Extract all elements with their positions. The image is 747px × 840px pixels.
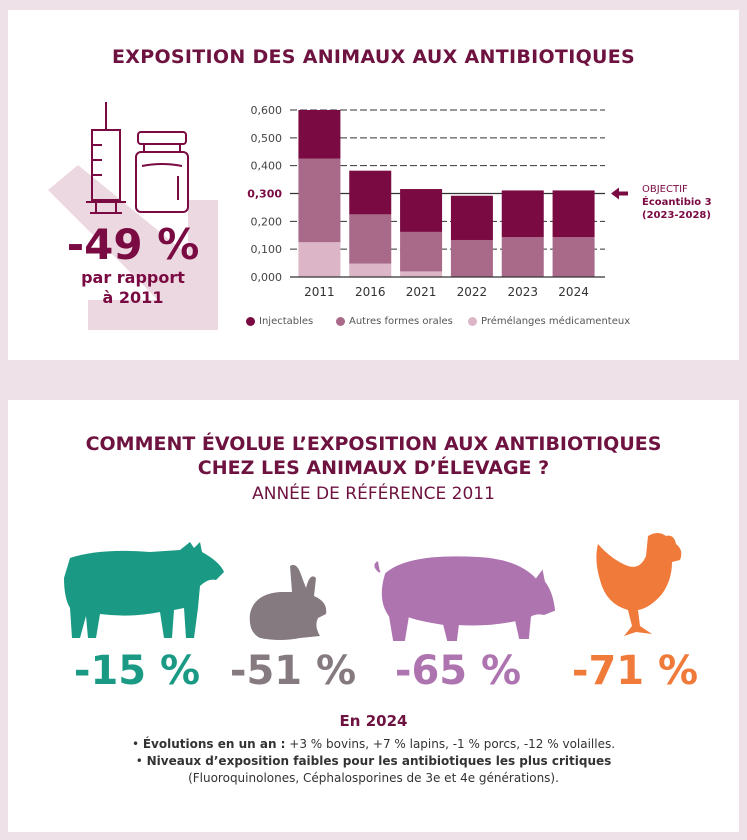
headline-value: -49 % [66,220,200,269]
cow-percentage: -15 % [73,648,201,694]
bullet-note: (Fluoroquinolones, Céphalosporines de 3e… [188,771,559,785]
bar-segment [450,239,493,277]
bullet-item: • Évolutions en un an : +3 % bovins, +7 … [131,737,616,751]
y-tick-label: 0,500 [251,132,283,145]
bar-segment [501,237,544,277]
x-tick-label: 2016 [355,285,386,299]
objective-line: OBJECTIF [642,184,688,195]
headline-caption: par rapport à 2011 [48,268,218,308]
decrease-arrow-graphic [48,102,218,330]
exposure-card: EXPOSITION DES ANIMAUX AUX ANTIBIOTIQUES… [8,10,739,360]
bullet-bold: Évolutions en un an : [142,737,286,751]
x-tick-label: 2024 [558,285,589,299]
rabbit-icon [249,564,327,640]
bar-segment [400,189,443,232]
bar-segment [349,214,392,264]
section-title: COMMENT ÉVOLUE L’EXPOSITION AUX ANTIBIOT… [8,432,739,480]
x-tick-label: 2021 [406,285,437,299]
y-tick-label: 0,300 [247,188,282,201]
stacked-bar-chart: 0,000 0,100 0,200 0,300 0,400 0,500 0,600 2011 2… [247,104,628,299]
pig-icon [374,556,556,641]
title-line: CHEZ LES ANIMAUX D’ÉLEVAGE ? [197,457,550,479]
x-tick-label: 2023 [507,285,538,299]
section-title: EXPOSITION DES ANIMAUX AUX ANTIBIOTIQUES [111,46,636,68]
bullet-bold: Niveaux d’exposition faibles pour les an… [146,754,612,768]
bullet-list: • Évolutions en un an : +3 % bovins, +7 … [8,736,739,787]
cow-icon [64,542,224,638]
legend-label: Prémélanges médicamenteux [481,316,631,327]
chicken-icon [596,533,682,636]
legend-item: Prémélanges médicamenteux [468,316,630,327]
pig-percentage: -65 % [394,648,522,694]
bullet-item: • Niveaux d’exposition faibles pour les … [135,754,612,768]
section-subtitle: ANNÉE DE RÉFÉRENCE 2011 [252,484,495,504]
bar-segment [400,271,443,277]
objective-line: (2023-2028) [642,210,711,221]
y-tick-label: 0,100 [251,243,283,256]
y-tick-label: 0,200 [251,215,283,228]
year-heading: En 2024 [339,712,408,730]
y-tick-label: 0,000 [251,271,283,284]
legend-item: Injectables [246,316,313,327]
x-tick-label: 2011 [304,285,335,299]
bar-segment [501,190,544,238]
y-tick-label: 0,400 [251,160,283,173]
chicken-percentage: -71 % [571,648,699,694]
bar-segment [298,110,341,159]
caption-line: à 2011 [102,288,164,307]
objective-arrow-icon [611,187,628,200]
syringe-icon [86,102,126,214]
bar-segment [552,237,595,277]
bar-segment [349,170,392,215]
bullet-text: +3 % bovins, +7 % lapins, -1 % porcs, -1… [285,737,616,751]
bar-segment [298,158,341,243]
bar-segment [298,242,341,277]
bar-segment [400,231,443,272]
legend-swatch [468,317,477,326]
bar-segment [349,263,392,277]
rabbit-percentage: -51 % [229,648,357,694]
objective-label: OBJECTIF Écoantibio 3 (2023-2028) [642,183,712,222]
x-tick-label: 2022 [457,285,488,299]
animals-card: COMMENT ÉVOLUE L’EXPOSITION AUX ANTIBIOT… [8,400,739,832]
caption-line: par rapport [81,268,185,287]
vial-icon [135,131,189,213]
legend-label: Autres formes orales [349,316,453,327]
title-line: COMMENT ÉVOLUE L’EXPOSITION AUX ANTIBIOT… [85,433,662,455]
y-tick-label: 0,600 [251,104,283,117]
legend-item: Autres formes orales [336,316,453,327]
bar-segment [552,190,595,238]
legend-label: Injectables [259,316,314,327]
legend-swatch [246,317,255,326]
legend-swatch [336,317,345,326]
bar-segment [450,195,493,240]
objective-line: Écoantibio 3 [642,197,712,208]
